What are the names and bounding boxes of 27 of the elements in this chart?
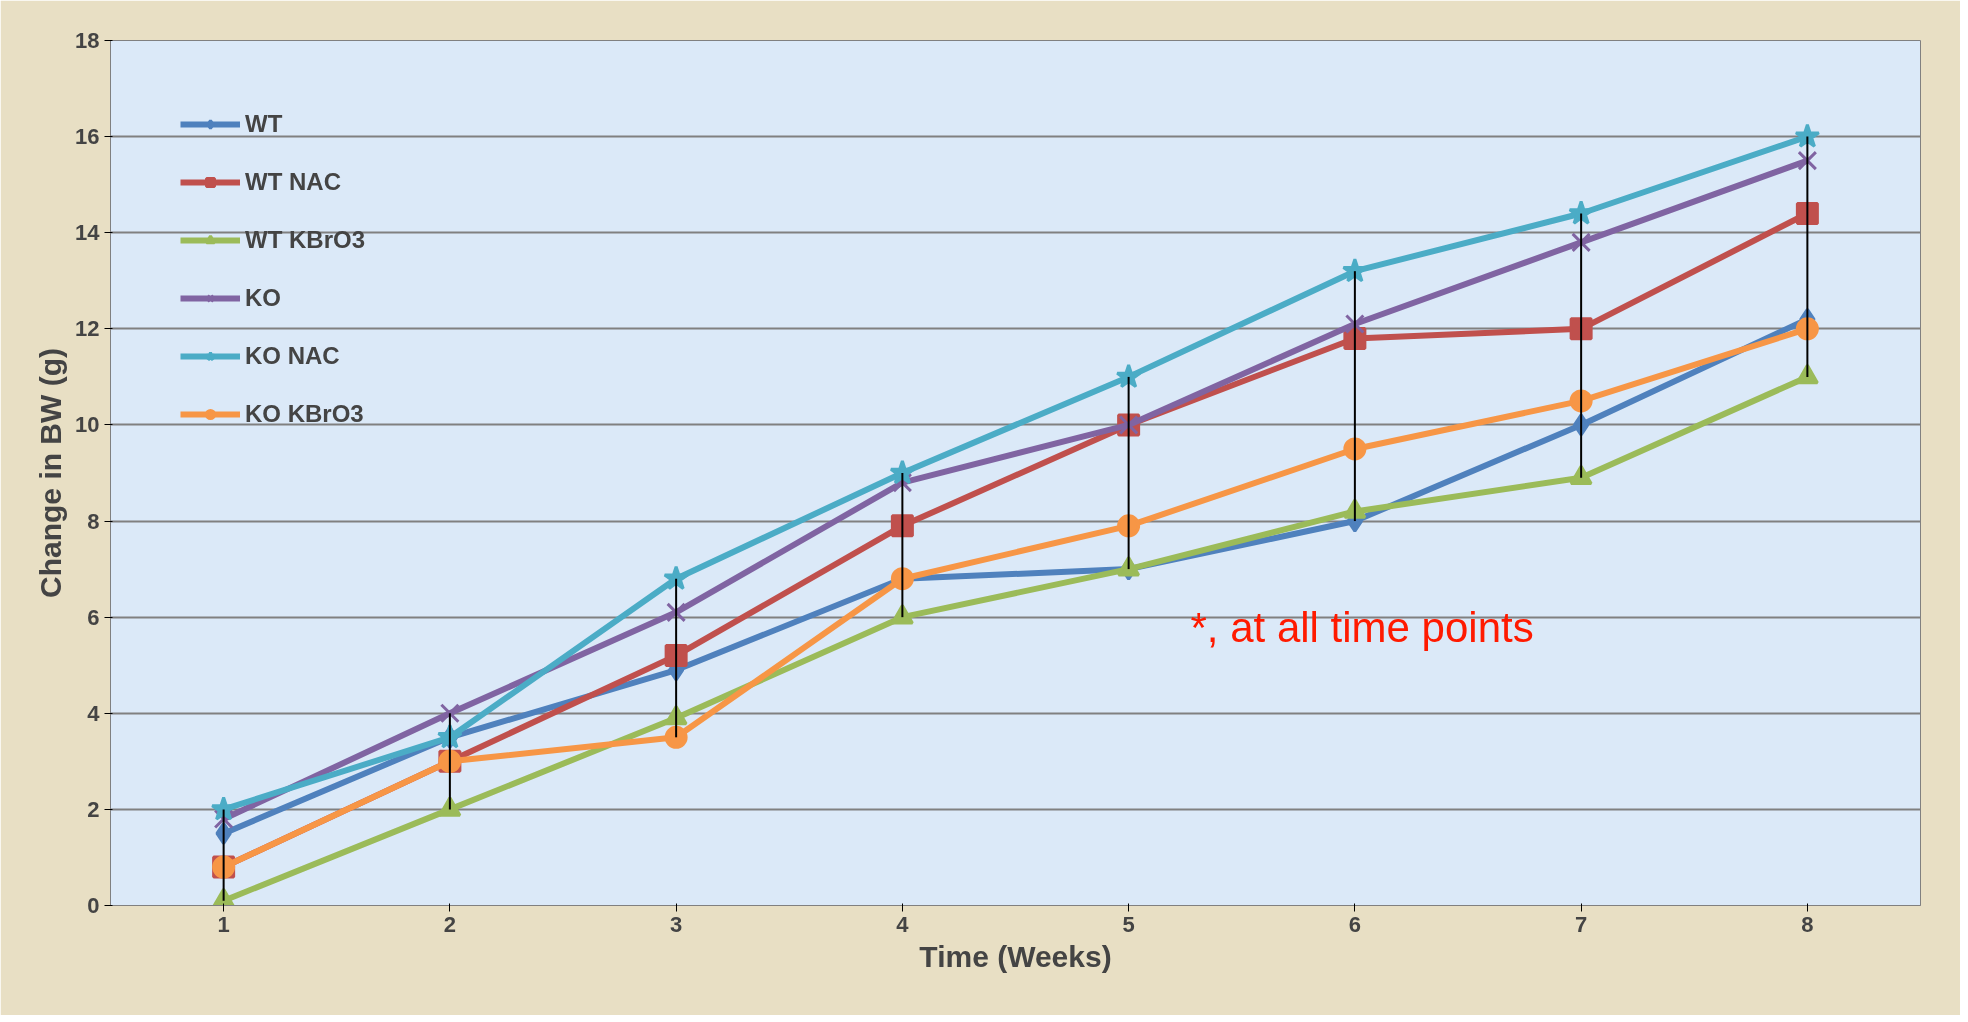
legend-label: WT — [245, 110, 283, 138]
y-tick-label: 0 — [87, 893, 100, 918]
y-tick-label: 8 — [87, 508, 100, 534]
y-tick-label: 6 — [87, 604, 100, 630]
x-tick-label: 1 — [217, 911, 230, 937]
x-tick-label: 5 — [1122, 911, 1135, 937]
x-tick-label: 8 — [1801, 911, 1814, 937]
x-axis-title: Time (Weeks) — [919, 939, 1112, 973]
x-tick-label: 4 — [896, 911, 910, 937]
y-tick-label: 2 — [87, 796, 100, 822]
x-tick-label: 6 — [1348, 911, 1362, 937]
legend-label: KO — [245, 284, 281, 312]
legend-label: KO KBrO3 — [245, 400, 364, 428]
legend-label: WT KBrO3 — [245, 226, 365, 254]
y-axis-title: Change in BW (g) — [34, 348, 68, 598]
y-tick-label: 12 — [75, 316, 100, 342]
annotation: *, at all time points — [1190, 603, 1534, 651]
x-tick-label: 3 — [670, 911, 683, 937]
legend-label: KO NAC — [245, 342, 340, 370]
legend-label: WT NAC — [245, 168, 341, 196]
y-tick-label: 4 — [87, 700, 101, 726]
x-tick-label: 7 — [1575, 911, 1588, 937]
y-tick-label: 16 — [75, 124, 100, 150]
y-tick-label: 18 — [75, 28, 100, 53]
x-tick-label: 2 — [443, 911, 457, 937]
y-tick-label: 14 — [75, 220, 101, 246]
y-tick-label: 10 — [75, 412, 100, 438]
